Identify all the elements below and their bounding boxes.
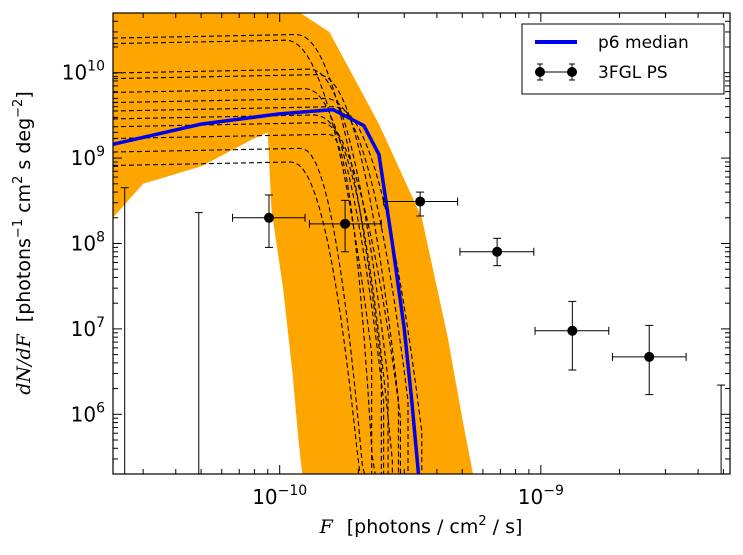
data-marker [340, 218, 351, 229]
legend: p6 median 3FGL PS [521, 23, 725, 95]
data-point-3fgl [611, 324, 687, 396]
data-point-3fgl [308, 199, 382, 253]
data-point-3fgl [534, 300, 610, 371]
x-axis-label: F [photons / cm2 / s] [319, 514, 523, 538]
legend-median-label: p6 median [598, 33, 689, 53]
posterior-sample-line [113, 106, 423, 474]
y-tick-label: 109 [71, 144, 105, 170]
median-line [113, 107, 421, 474]
legend-points-label: 3FGL PS [598, 63, 668, 83]
y-tick-label: 108 [71, 230, 105, 256]
x-tick-label: 10−10 [252, 483, 307, 509]
posterior-sample-line [113, 39, 373, 474]
y-tick-label: 106 [71, 400, 105, 426]
x-tick-label: 10−9 [518, 483, 564, 509]
data-marker [567, 325, 578, 336]
posterior-sample-line [113, 161, 361, 474]
upper-limit-bar [717, 384, 726, 474]
data-marker [263, 212, 274, 223]
data-points [120, 187, 726, 474]
upper-limit-bar [194, 212, 203, 474]
data-point-3fgl [383, 191, 459, 217]
posterior-sample-line [113, 88, 385, 474]
data-marker [492, 246, 503, 257]
data-point-3fgl [232, 194, 306, 248]
posterior-sample-line [113, 74, 400, 474]
data-marker [415, 196, 426, 207]
y-axis-label: dN/dF[photons−1cm2 s deg−2] [11, 91, 35, 395]
upper-limit-bar [120, 187, 129, 474]
axis-ticks: 10−10 10−9 106 107 108 109 1010 [62, 12, 730, 509]
posterior-sample-line [113, 133, 376, 474]
data-marker [644, 351, 655, 362]
posterior-sample-line [113, 147, 366, 474]
legend-points-swatch [535, 63, 577, 81]
legend-box [521, 23, 725, 95]
posterior-band [113, 13, 474, 474]
data-point-3fgl [459, 237, 535, 267]
posterior-sample-line [113, 33, 382, 474]
posterior-sample-line [113, 97, 409, 474]
y-tick-label: 107 [71, 315, 105, 341]
posterior-sample-line [113, 68, 389, 474]
plot-area [113, 13, 474, 474]
y-tick-label: 1010 [62, 59, 105, 85]
